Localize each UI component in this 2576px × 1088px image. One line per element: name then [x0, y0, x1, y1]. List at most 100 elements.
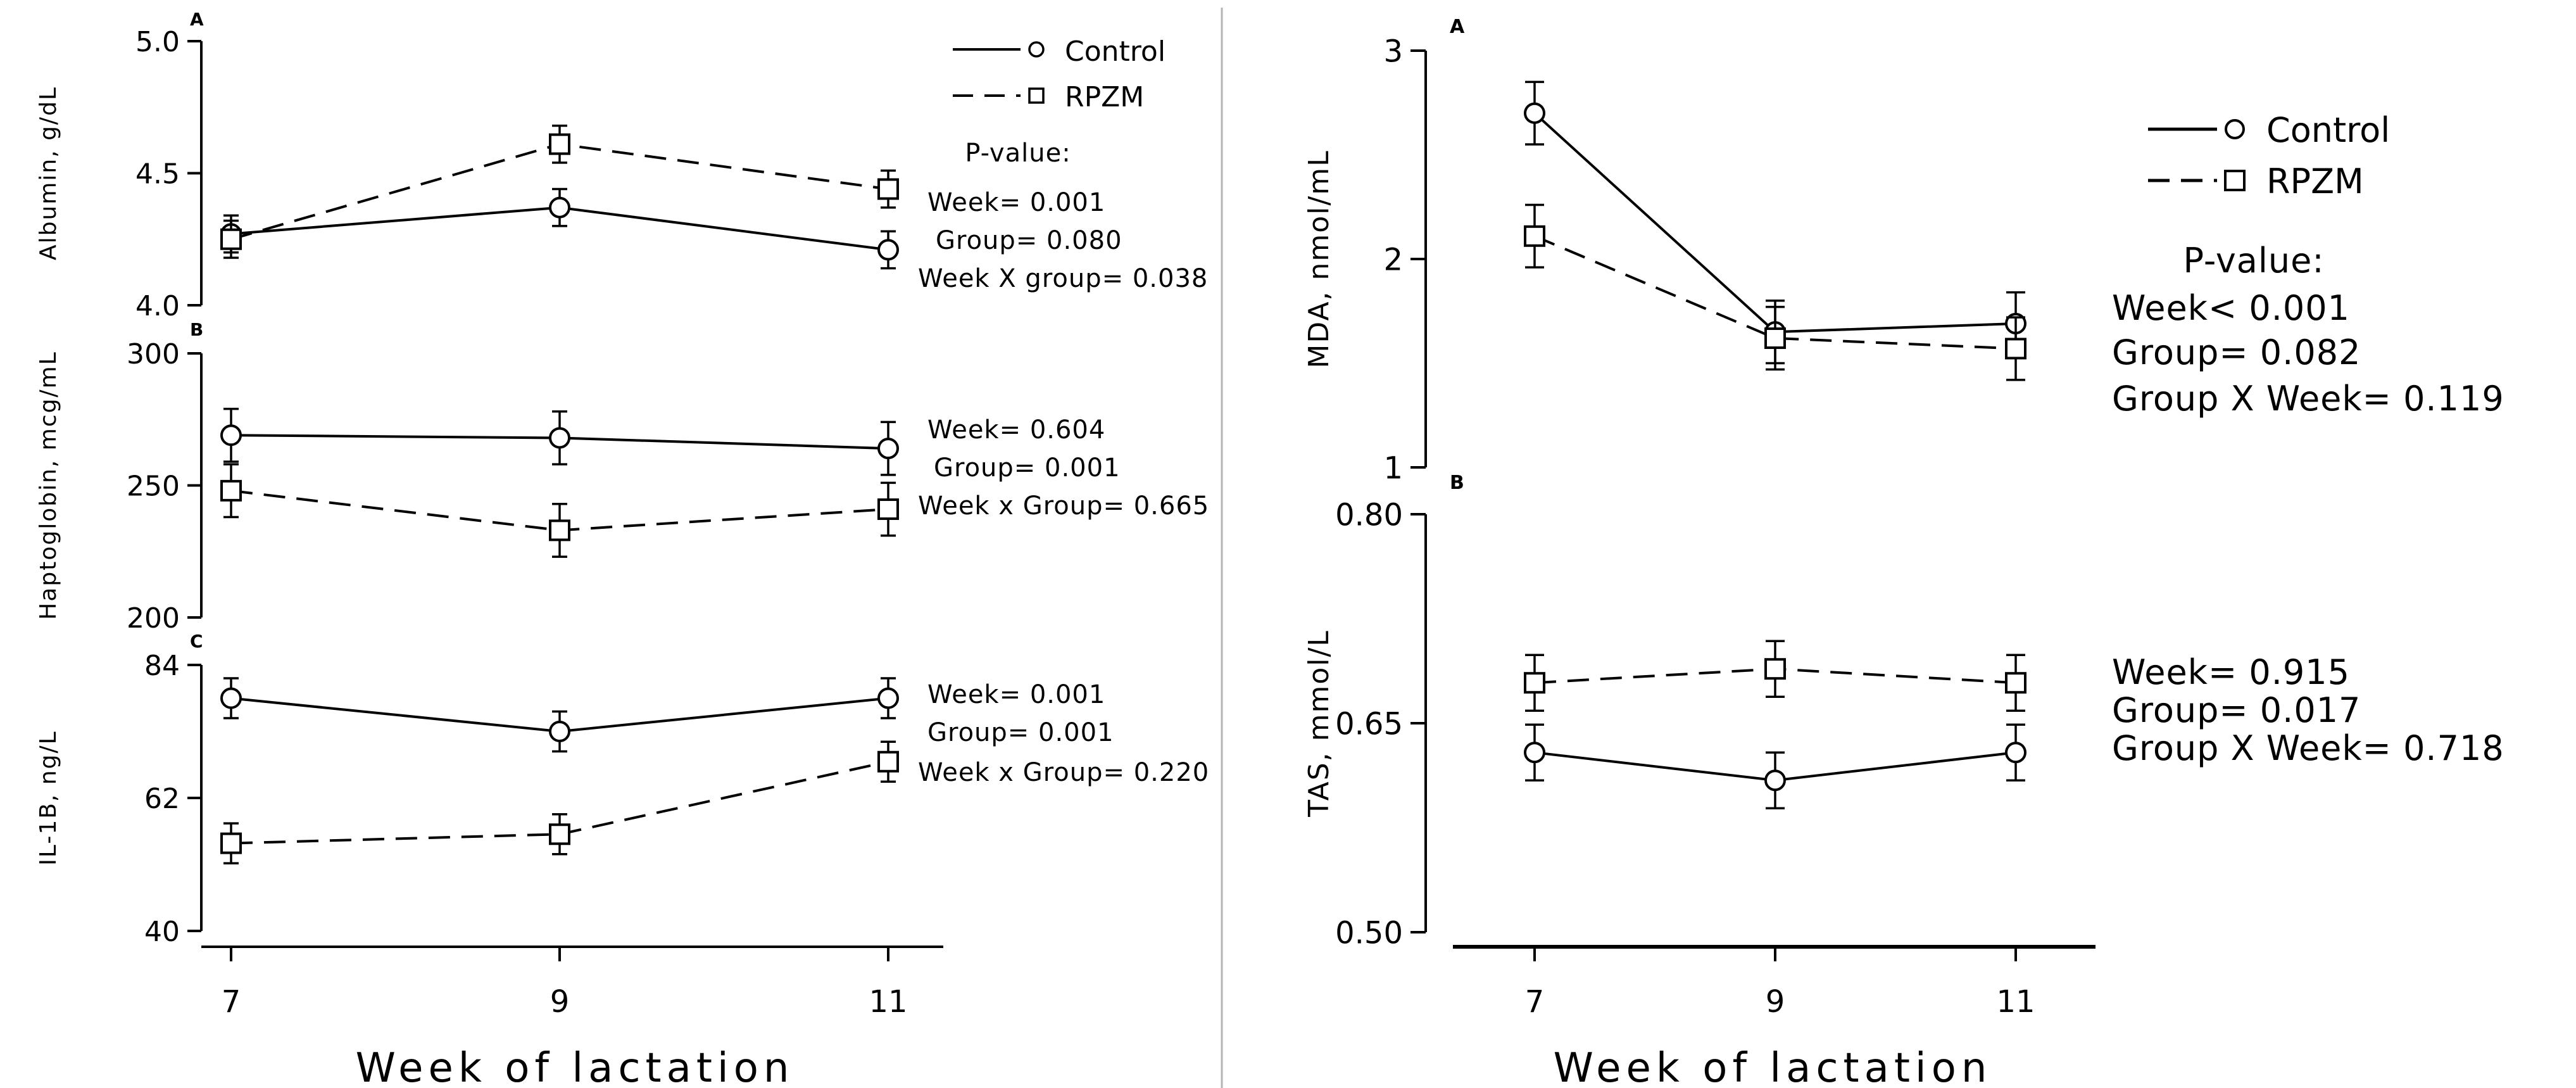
data-point-square [549, 519, 570, 541]
data-point-circle [2005, 742, 2026, 764]
data-point-square [220, 228, 242, 250]
series-control [1524, 723, 2026, 809]
panel-letter: C [190, 631, 203, 652]
data-point-square [877, 750, 899, 773]
stats-line: Week x Group= 0.220 [918, 758, 1209, 787]
y-tick-label: 0.50 [1335, 915, 1403, 951]
legend-label-control: Control [1065, 35, 1165, 68]
data-point-circle [877, 438, 899, 460]
legend-marker-rpzm [2224, 170, 2246, 191]
data-point-square [1764, 327, 1786, 350]
data-point-square [220, 479, 242, 502]
data-point-square [549, 823, 570, 845]
y-tick-label: 0.65 [1335, 706, 1403, 742]
y-tick-label: 250 [127, 470, 180, 502]
y-tick-label: 4.5 [135, 158, 180, 190]
left-legend: Control RPZM [953, 35, 1165, 113]
legend-marker-control [1028, 41, 1045, 58]
stats-line: Group= 0.001 [927, 718, 1114, 747]
panel-letter: B [190, 319, 203, 340]
stats-line: Week= 0.001 [927, 680, 1105, 709]
legend-label-control: Control [2266, 110, 2390, 150]
series-line-rpzm [230, 760, 889, 845]
stats-line: P-value: [965, 139, 1071, 168]
y-tick-label: 2 [1383, 242, 1403, 277]
stats-line: Week< 0.001 [2112, 288, 2350, 328]
data-point-circle [877, 687, 899, 709]
series-line-rpzm [1534, 234, 2016, 350]
data-point-circle [549, 196, 570, 218]
series-rpzm [1524, 203, 2026, 381]
series-control [220, 187, 899, 270]
panel-il1b: 40 62 84 IL-1B, ng/L C Week= 0.001 Group= 0.00… [35, 631, 1209, 948]
data-point-square [220, 832, 242, 854]
series-rpzm [1524, 640, 2026, 712]
series-control [220, 677, 899, 753]
data-point-circle [1764, 769, 1786, 792]
data-point-circle [1524, 742, 1545, 764]
y-tick-label: 1 [1383, 450, 1403, 486]
data-point-circle [1524, 102, 1545, 124]
panel-haptoglobin: 200 250 300 Haptoglobin, mcg/mL B Week= 0.604… [35, 319, 1209, 635]
chart-panels: 4.0 4.5 5.0 Albumin, g/dL A P-value: Week= 0.0… [35, 9, 2504, 951]
stats-line: Group= 0.082 [2112, 332, 2361, 372]
y-tick-label: 62 [144, 783, 180, 815]
series-rpzm [220, 740, 899, 864]
data-point-circle [549, 721, 570, 742]
y-tick-label: 0.80 [1335, 497, 1403, 533]
data-point-square [549, 133, 570, 155]
stats-line: Week= 0.001 [927, 188, 1105, 217]
stats-line: Week= 0.604 [927, 415, 1105, 445]
legend-label-rpzm: RPZM [1065, 81, 1144, 113]
right-legend: Control RPZM [2148, 110, 2390, 201]
y-axis-title: IL-1B, ng/L [35, 730, 61, 865]
data-point-circle [549, 427, 570, 449]
y-tick-label: 40 [144, 916, 180, 948]
stats-line: Week X group= 0.038 [918, 264, 1208, 293]
y-tick-label: 300 [127, 338, 180, 370]
right-x-axis-title: Week of lactation [1554, 1045, 1992, 1088]
y-tick-label: 4.0 [135, 290, 180, 322]
panel-albumin: 4.0 4.5 5.0 Albumin, g/dL A P-value: Week= 0.0… [35, 9, 1208, 322]
stats-line: Group= 0.080 [936, 226, 1122, 255]
data-point-square [1524, 672, 1545, 694]
stats-line: Group= 0.001 [934, 453, 1121, 483]
data-point-square [1524, 225, 1545, 247]
series-rpzm [220, 463, 899, 558]
data-point-circle [220, 687, 242, 709]
left-x-axis-title: Week of lactation [356, 1045, 795, 1088]
legend-label-rpzm: RPZM [2266, 161, 2364, 201]
left-x-axis: 7 9 11 Week of lactation [201, 946, 943, 1088]
stats-line: Group X Week= 0.119 [2112, 379, 2504, 419]
y-axis-title: Albumin, g/dL [35, 86, 61, 260]
panel-letter: B [1450, 472, 1464, 494]
panel-letter: A [190, 9, 204, 30]
data-point-square [877, 178, 899, 200]
y-tick-label: 3 [1383, 34, 1403, 69]
stats-line: P-value: [2183, 241, 2324, 281]
stats-line: Week x Group= 0.665 [918, 491, 1209, 521]
series-line-control [1533, 112, 2016, 334]
y-tick-label: 200 [127, 602, 180, 635]
data-point-square [877, 498, 899, 521]
y-axis-title: Haptoglobin, mcg/mL [35, 351, 61, 620]
y-tick-label: 5.0 [135, 26, 180, 58]
right-x-tick-label: 9 [1766, 984, 1785, 1020]
series-rpzm [220, 124, 899, 259]
y-tick-label: 84 [144, 650, 180, 682]
series-control [220, 407, 899, 476]
stats-line: Group= 0.017 [2112, 690, 2361, 730]
left-x-tick-label: 9 [550, 984, 570, 1020]
right-x-tick-label: 11 [1996, 984, 2035, 1020]
left-x-tick-label: 11 [869, 984, 907, 1020]
y-axis-title: MDA, nmol/mL [1303, 149, 1335, 368]
data-point-circle [220, 424, 242, 446]
data-point-square [2005, 672, 2026, 694]
stats-line: Week= 0.915 [2112, 652, 2350, 692]
data-point-square [2005, 338, 2026, 360]
stats-line: Group X Week= 0.718 [2112, 728, 2504, 768]
data-point-circle [877, 239, 899, 261]
